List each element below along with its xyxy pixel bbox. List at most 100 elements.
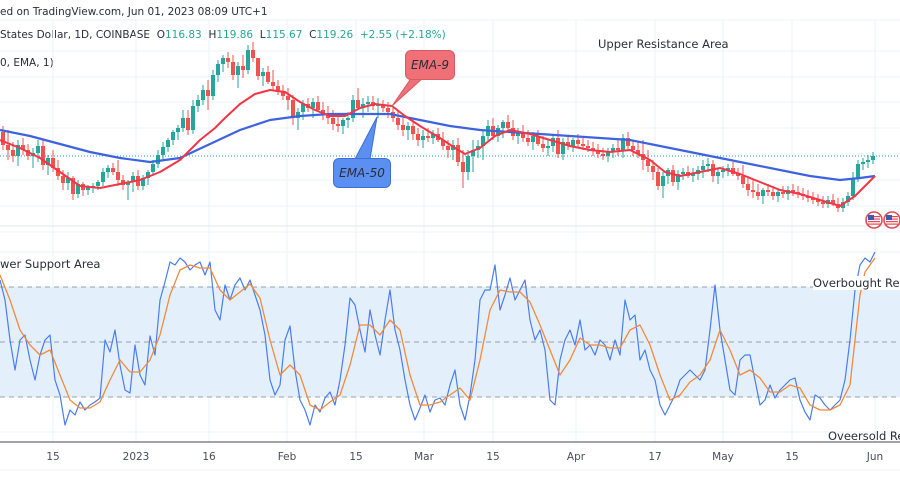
x-axis-tick: 15 xyxy=(486,451,500,463)
candle-down xyxy=(526,138,530,142)
candle-down xyxy=(206,90,210,96)
candle-down xyxy=(41,146,45,165)
candle-down xyxy=(586,146,590,148)
candle-up xyxy=(691,174,695,176)
candle-down xyxy=(401,125,405,130)
candle-down xyxy=(636,150,640,154)
candle-down xyxy=(396,118,400,125)
ema9-line xyxy=(0,89,876,207)
candle-down xyxy=(241,66,245,70)
candle-up xyxy=(851,178,855,196)
candle-up xyxy=(681,172,685,174)
candle-up xyxy=(216,64,220,75)
candle-up xyxy=(406,126,410,130)
x-axis-tick: 17 xyxy=(648,451,662,463)
candle-down xyxy=(331,118,335,124)
candle-down xyxy=(736,174,740,176)
candle-down xyxy=(51,158,55,168)
candle-down xyxy=(576,140,580,144)
candle-up xyxy=(726,168,730,170)
candle-down xyxy=(616,148,620,150)
candle-down xyxy=(276,86,280,92)
candle-up xyxy=(481,136,485,146)
upper-resistance-label: Upper Resistance Area xyxy=(598,37,729,51)
candle-down xyxy=(656,172,660,186)
candle-up xyxy=(126,182,130,185)
candle-down xyxy=(446,146,450,150)
callout-pointers xyxy=(354,76,426,160)
candle-down xyxy=(771,192,775,196)
candle-up xyxy=(421,136,425,140)
candle-up xyxy=(156,155,160,164)
candle-up xyxy=(16,145,20,156)
candle-up xyxy=(96,182,100,186)
oversold-label: Oveersold Reg xyxy=(828,429,900,443)
candle-up xyxy=(166,140,170,147)
candle-down xyxy=(626,138,630,146)
open-value: 116.83 xyxy=(165,29,202,41)
candle-down xyxy=(381,104,385,108)
candle-up xyxy=(531,136,535,142)
candle-down xyxy=(21,145,25,150)
stochastic-lines xyxy=(0,251,876,426)
candle-up xyxy=(501,122,505,128)
candle-down xyxy=(11,150,15,156)
candle-up xyxy=(131,176,135,182)
candle-down xyxy=(61,176,65,183)
candle-down xyxy=(541,144,545,148)
candle-up xyxy=(431,134,435,138)
candle-up xyxy=(846,196,850,202)
candle-down xyxy=(71,178,75,194)
ema9-callout: EMA-9 xyxy=(405,50,455,80)
candle-up xyxy=(101,172,105,182)
candle-up xyxy=(221,58,225,64)
candle-up xyxy=(466,156,470,172)
ema50-pointer xyxy=(354,116,378,160)
published-caption: ed on TradingView.com, Jun 01, 2023 08:0… xyxy=(0,6,268,18)
candle-up xyxy=(246,50,250,70)
candle-up xyxy=(606,152,610,156)
candle-down xyxy=(601,154,605,156)
overbought-label: Overbought Regi xyxy=(813,276,900,290)
candle-down xyxy=(821,202,825,204)
candle-up xyxy=(36,146,40,153)
candle-down xyxy=(416,134,420,140)
candle-down xyxy=(386,108,390,112)
candle-up xyxy=(361,104,365,108)
candle-up xyxy=(176,128,180,132)
gridlines xyxy=(0,19,900,471)
candle-down xyxy=(831,200,835,204)
candle-down xyxy=(266,72,270,82)
close-label: C xyxy=(309,29,317,41)
close-value: 119.26 xyxy=(316,29,354,41)
candle-down xyxy=(1,132,5,145)
candle-down xyxy=(116,172,120,180)
x-axis-tick: Jun xyxy=(866,451,884,463)
indicator-legend: 0, EMA, 1) xyxy=(0,57,54,69)
candle-up xyxy=(546,146,550,148)
candle-up xyxy=(211,75,215,96)
us-flag-icons xyxy=(865,211,900,229)
candle-down xyxy=(426,136,430,138)
candle-down xyxy=(766,190,770,192)
candle-up xyxy=(611,148,615,152)
high-label: H xyxy=(208,29,217,41)
candle-down xyxy=(316,102,320,110)
candle-down xyxy=(811,198,815,200)
candle-down xyxy=(506,122,510,128)
candle-up xyxy=(46,158,50,165)
candle-down xyxy=(56,168,60,176)
ema50-callout: EMA-50 xyxy=(333,158,391,188)
stochastic-band xyxy=(0,286,900,398)
candle-up xyxy=(676,174,680,182)
x-axis-tick: Feb xyxy=(277,451,297,463)
candle-down xyxy=(741,176,745,184)
candle-down xyxy=(271,82,275,86)
ema-lines xyxy=(0,89,876,207)
candle-down xyxy=(631,146,635,150)
candle-up xyxy=(196,100,200,106)
candle-down xyxy=(521,132,525,138)
candle-up xyxy=(261,72,265,76)
candle-up xyxy=(171,132,175,140)
